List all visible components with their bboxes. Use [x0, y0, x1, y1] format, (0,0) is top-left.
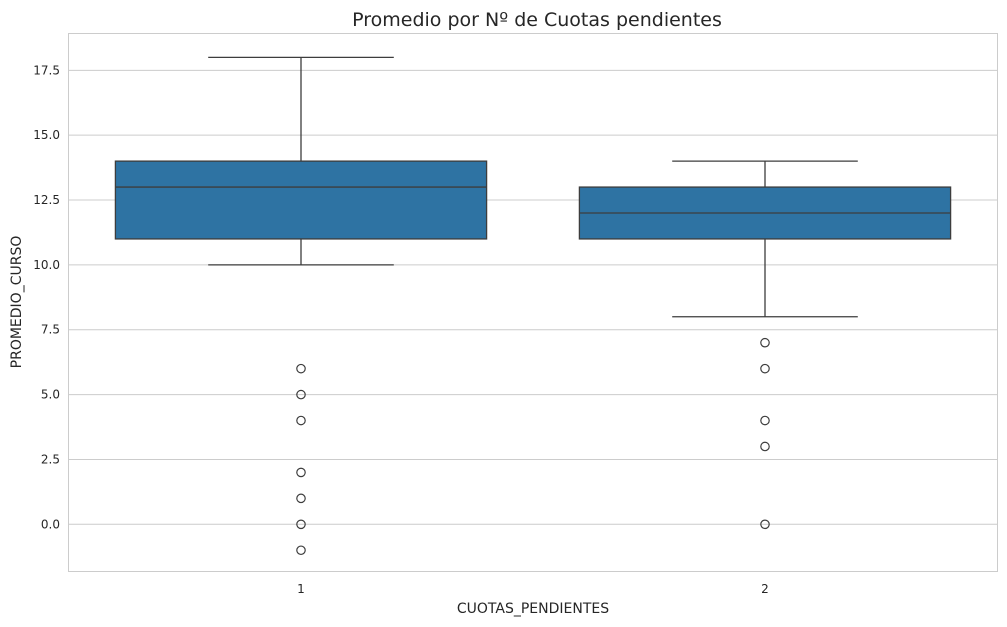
- box-series: [114, 56, 952, 556]
- box-iqr: [114, 160, 488, 240]
- outlier-point: [296, 363, 306, 374]
- plot-area: [68, 33, 998, 572]
- outlier-point: [296, 493, 306, 504]
- y-tick-label: 5.0: [41, 388, 60, 402]
- y-tick-label: 17.5: [33, 63, 60, 77]
- box-group-1: [114, 56, 488, 556]
- y-tick-label: 7.5: [41, 323, 60, 337]
- x-tick-label: 1: [297, 582, 305, 596]
- x-tick-label: 2: [761, 582, 769, 596]
- y-axis-ticks: 0.0 2.5 5.0 7.5 10.0 12.5 15.0 17.5: [33, 63, 60, 531]
- outlier-point: [760, 519, 770, 530]
- y-tick-label: 10.0: [33, 258, 60, 272]
- x-axis-label: CUOTAS_PENDIENTES: [457, 601, 609, 617]
- chart-title: Promedio por Nº de Cuotas pendientes: [352, 9, 722, 31]
- outlier-point: [760, 363, 770, 374]
- y-tick-label: 12.5: [33, 193, 60, 207]
- outlier-point: [296, 389, 306, 400]
- outlier-point: [760, 337, 770, 348]
- outlier-point: [296, 545, 306, 556]
- outlier-point: [296, 519, 306, 530]
- y-axis-label: PROMEDIO_CURSO: [9, 236, 25, 369]
- box-group-2: [578, 160, 952, 530]
- outlier-point: [296, 415, 306, 426]
- y-tick-label: 15.0: [33, 128, 60, 142]
- outlier-point: [760, 441, 770, 452]
- y-tick-label: 0.0: [41, 517, 60, 531]
- outlier-point: [296, 467, 306, 478]
- outlier-point: [760, 415, 770, 426]
- y-tick-label: 2.5: [41, 452, 60, 466]
